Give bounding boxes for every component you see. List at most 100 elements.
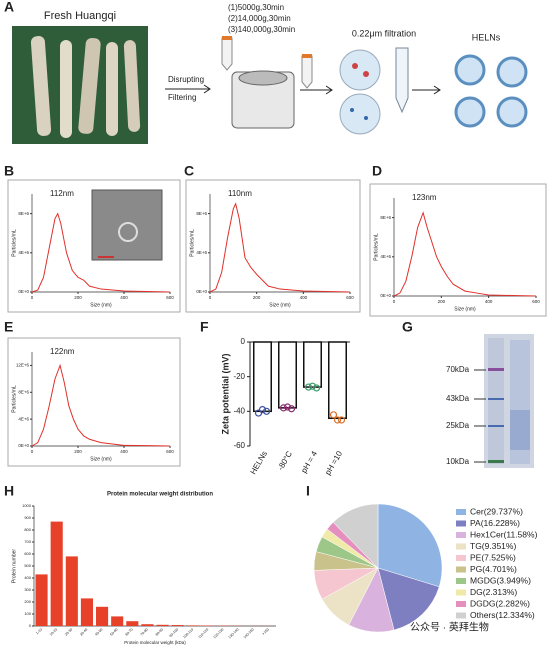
panel-label: A: [4, 0, 14, 15]
x-axis-label: Size (nm): [454, 306, 476, 312]
replicate-point: [283, 403, 292, 411]
y-tick-label: 0E+0: [18, 289, 29, 294]
x-tick-label: 90-100: [169, 627, 180, 638]
bar: [111, 616, 124, 626]
y-tick-label: 600: [24, 551, 31, 556]
y-tick-label: 700: [24, 539, 31, 544]
panel-label: E: [4, 319, 13, 335]
annotation: 112nm: [50, 189, 74, 198]
x-tick-label: HELNs: [249, 450, 269, 476]
legend-swatch: [456, 612, 466, 619]
y-tick-label: 0: [29, 623, 32, 628]
panel-label: G: [402, 319, 413, 335]
bar: [96, 606, 109, 626]
y-tick-label: 12E+6: [16, 363, 30, 368]
x-tick-label: 130-140: [228, 628, 240, 640]
photo-title: Fresh Huangqi: [44, 10, 116, 22]
replicate-point: [333, 416, 342, 424]
x-tick-label: 100-110: [182, 627, 194, 639]
x-tick-label: 20-30: [64, 627, 73, 636]
legend-swatch: [456, 555, 466, 561]
replicate-point: [262, 407, 271, 415]
x-tick-label: 400: [485, 299, 493, 304]
y-tick-label: -20: [233, 372, 245, 381]
y-tick-label: 1000: [22, 503, 32, 508]
x-axis-label: Size (nm): [90, 456, 112, 462]
x-tick-label: 50-60: [109, 627, 118, 636]
x-tick-label: 400: [120, 295, 128, 300]
x-tick-label: 40-50: [94, 627, 103, 636]
panel-frame: [185, 179, 361, 313]
x-tick-label: pH =10: [323, 449, 344, 477]
panel-frame: [7, 179, 181, 313]
ladder-label: 43kDa: [446, 394, 470, 403]
line: [393, 211, 537, 297]
legend-label: TG(9.351%): [470, 541, 516, 551]
bar: [253, 341, 272, 413]
y-axis-label: Particles/mL: [11, 385, 17, 413]
y-tick-label: 8E+6: [18, 211, 29, 216]
panel-frame: [7, 337, 181, 467]
y-tick-label: 0: [241, 337, 246, 346]
legend-swatch: [456, 520, 466, 527]
replicate-point: [312, 384, 321, 392]
step-label: Disrupting: [168, 75, 204, 84]
x-axis-label: Protein molecular weight (kDa): [124, 640, 186, 645]
y-tick-label: 8E+6: [196, 211, 207, 216]
y-tick-label: 0E+0: [196, 289, 207, 294]
watermark: 公众号 · 英拜生物: [410, 621, 489, 634]
y-tick-label: 8E+6: [18, 389, 29, 394]
x-tick-label: 0: [209, 295, 212, 300]
product-label: HELNs: [472, 32, 501, 42]
legend-label: PG(4.701%): [470, 564, 517, 574]
axis: [393, 198, 536, 297]
replicate-point: [279, 404, 288, 412]
legend-label: PE(7.525%): [470, 552, 516, 562]
y-tick-label: 4E+6: [18, 416, 29, 421]
y-tick-label: 4E+6: [18, 250, 29, 255]
x-tick-label: 140-150: [243, 628, 255, 640]
legend-swatch: [456, 509, 466, 515]
x-tick-label: 30-40: [79, 627, 88, 636]
y-axis-label: Particles/mL: [373, 233, 379, 261]
workflow: Fresh Huangqi Disrupting Filtering (1)50…: [12, 3, 528, 144]
ladder-label: 70kDa: [446, 365, 470, 374]
ladder-label: 25kDa: [446, 421, 470, 430]
x-tick-label: 200: [438, 299, 446, 304]
legend-label: PA(16.228%): [470, 518, 520, 528]
replicate-point: [254, 409, 263, 417]
x-tick-label: -80°C: [276, 449, 294, 471]
y-tick-label: -40: [233, 406, 245, 415]
x-tick-label: 70-80: [140, 627, 149, 636]
legend-swatch: [456, 589, 466, 596]
bar: [35, 574, 48, 626]
x-tick-label: 600: [532, 299, 540, 304]
y-tick-label: -60: [233, 441, 245, 450]
legend-swatch: [456, 543, 466, 550]
bar: [126, 621, 139, 626]
replicate-point: [304, 383, 313, 391]
y-tick-label: 800: [24, 527, 31, 532]
spin-step: (3)140,000g,30min: [228, 25, 295, 34]
replicate-point: [329, 411, 338, 419]
panel-frame: [369, 183, 547, 317]
panel-label: B: [4, 163, 14, 179]
y-tick-label: 300: [24, 587, 31, 592]
x-tick-label: 200: [74, 295, 82, 300]
panel-label: H: [4, 483, 14, 499]
bar: [80, 598, 93, 626]
legend-swatch: [456, 578, 466, 584]
x-tick-label: 1-10: [35, 628, 43, 636]
legend-swatch: [456, 532, 466, 538]
x-tick-label: >150: [261, 627, 269, 635]
bar: [186, 625, 199, 626]
legend-label: MGDG(3.949%): [470, 575, 531, 585]
legend-label: Others(12.334%): [470, 610, 535, 620]
legend-swatch: [456, 601, 466, 607]
replicate-point: [337, 416, 346, 424]
y-tick-label: 200: [24, 599, 31, 604]
filtration-label: 0.22μm filtration: [352, 28, 416, 38]
pie-slice: [332, 503, 379, 569]
ladder-label: 10kDa: [446, 457, 470, 466]
x-axis-label: Size (nm): [90, 302, 112, 308]
